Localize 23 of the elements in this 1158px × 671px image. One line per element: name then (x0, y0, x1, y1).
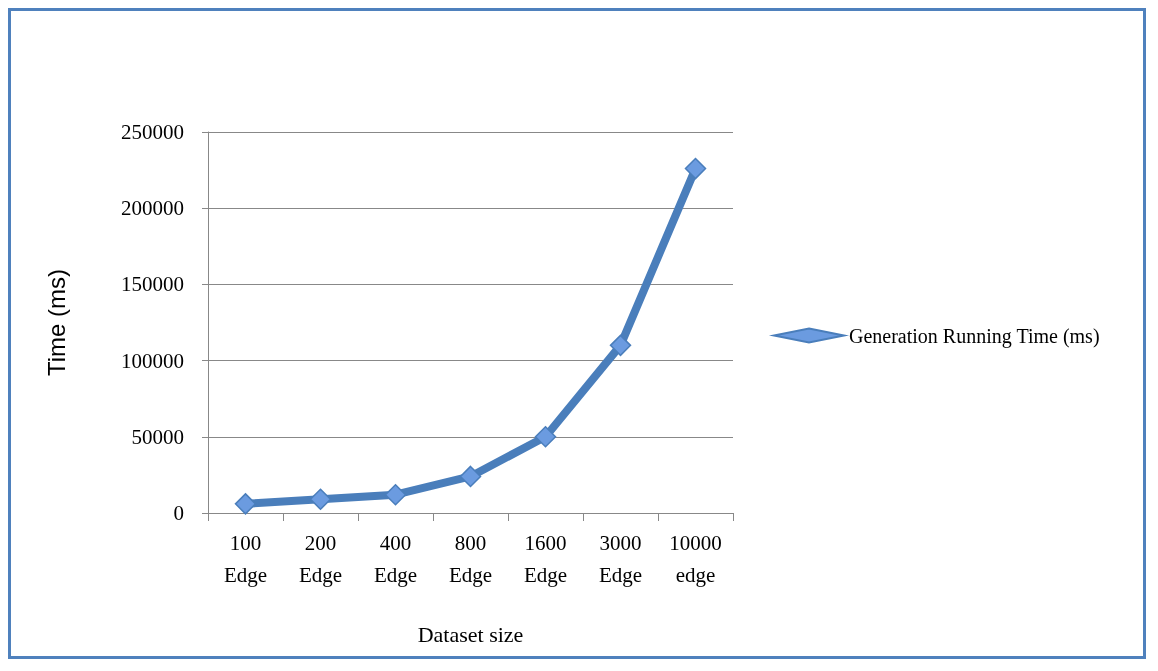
point (609, 334, 632, 357)
point (684, 157, 707, 180)
x-tick-label: 3000 Edge (598, 531, 643, 587)
x-tick-label: 200 Edge (298, 531, 343, 587)
point (384, 483, 407, 506)
y-tick-label: 0 (173, 501, 184, 525)
point (309, 488, 332, 511)
point (459, 465, 482, 488)
y-tick-label: 200000 (121, 196, 184, 221)
y-tick-label: 100000 (121, 348, 184, 373)
legend-label: Generation Running Time (ms) (849, 324, 1100, 348)
x-tick-label: 800 Edge (448, 531, 493, 587)
x-tick-label: 400 Edge (373, 531, 418, 587)
y-tick-label: 50000 (131, 424, 184, 449)
x-axis-title: Dataset size (417, 621, 524, 647)
y-axis-title: Time (ms) (42, 268, 70, 377)
point (234, 493, 257, 515)
x-tick-label: 10000 edge (669, 531, 722, 587)
x-tick-label: 1600 Edge (523, 531, 568, 587)
x-tick-label: 100 Edge (223, 531, 268, 587)
y-tick-label: 150000 (121, 272, 184, 297)
y-tick-label: 250000 (121, 120, 184, 144)
point (534, 426, 557, 448)
